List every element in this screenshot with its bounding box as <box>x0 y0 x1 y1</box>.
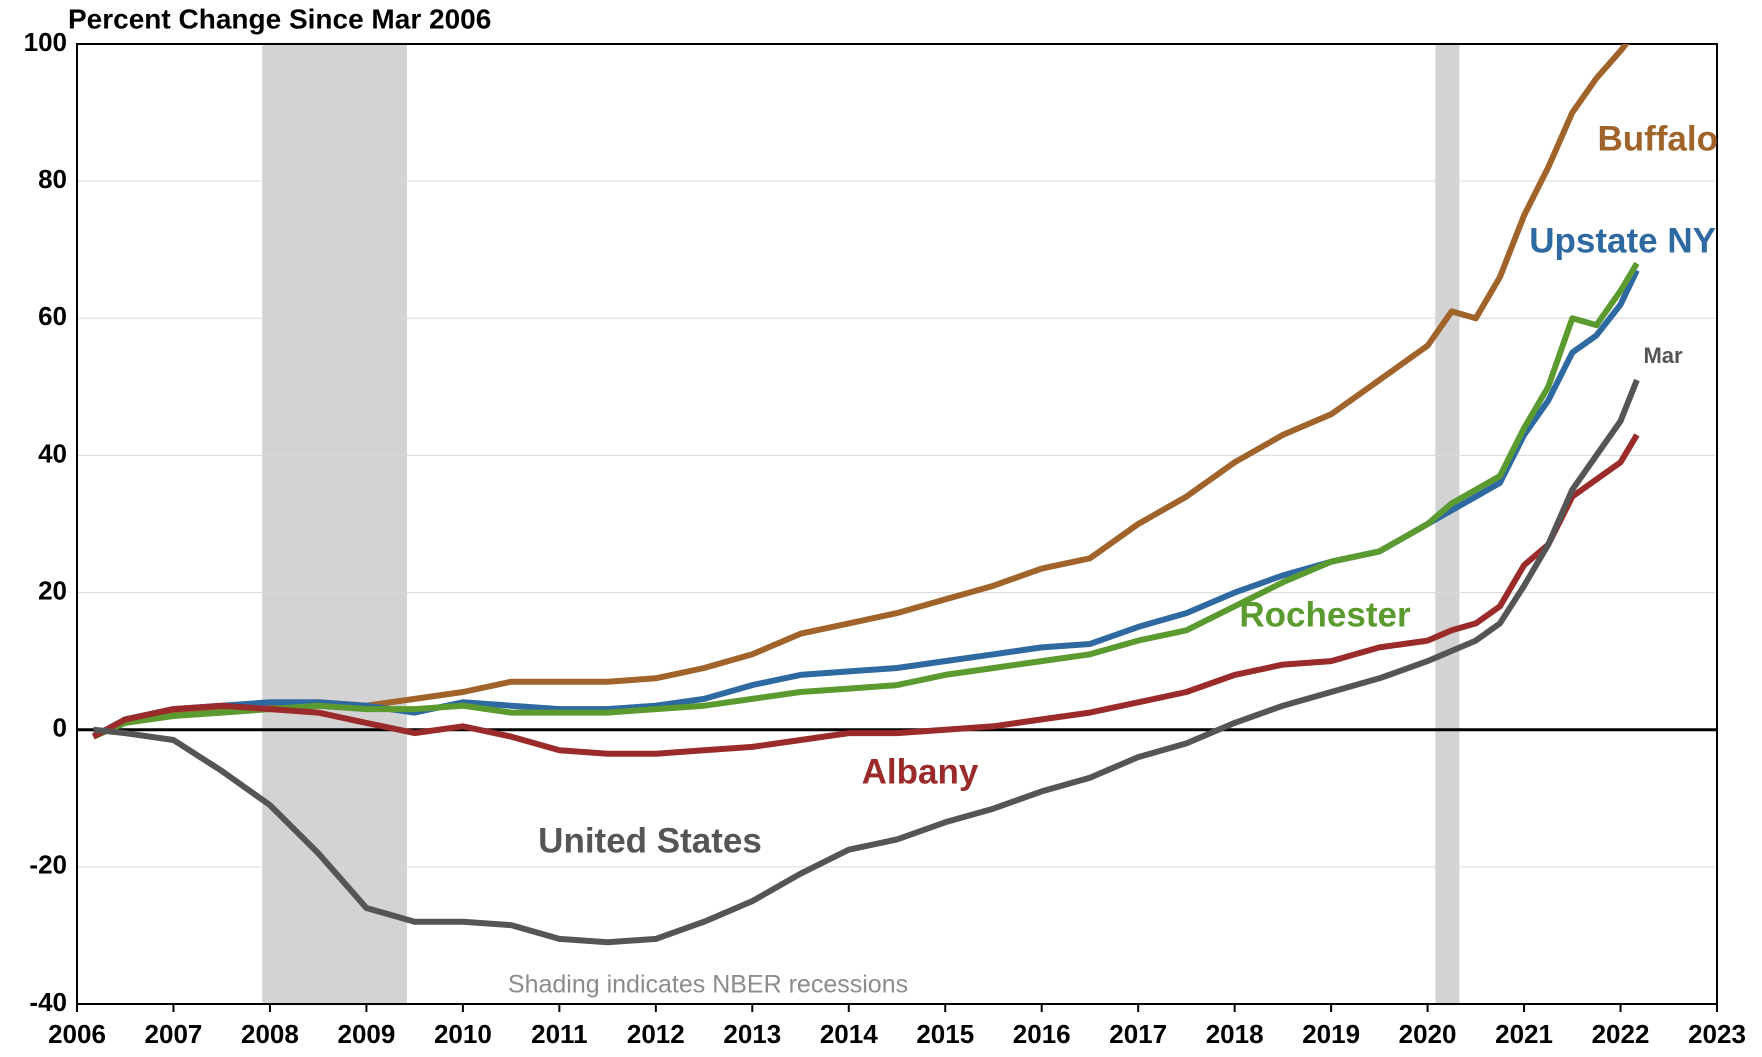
series-line <box>91 433 1640 757</box>
y-tick-label: 80 <box>38 164 67 194</box>
x-tick-label: 2013 <box>723 1019 781 1049</box>
y-tick-label: 0 <box>53 713 67 743</box>
x-tick-label: 2016 <box>1013 1019 1071 1049</box>
series-label: Upstate NY <box>1529 221 1716 260</box>
recession-shade <box>1435 44 1460 1004</box>
x-tick-label: 2017 <box>1109 1019 1167 1049</box>
x-tick-label: 2012 <box>627 1019 685 1049</box>
series-label: Albany <box>862 752 979 791</box>
y-tick-label: 40 <box>38 438 67 468</box>
series-line <box>93 378 1640 946</box>
plot-area <box>91 44 1640 946</box>
y-tick-label: 60 <box>38 301 67 331</box>
series-label: United States <box>538 821 762 860</box>
x-tick-label: 2008 <box>241 1019 299 1049</box>
y-tick-label: -40 <box>29 987 67 1017</box>
y-tick-label: 20 <box>38 575 67 605</box>
x-tick-label: 2022 <box>1592 1019 1650 1049</box>
end-note: Mar <box>1643 343 1683 368</box>
series-label: Rochester <box>1239 595 1411 634</box>
x-tick-label: 2006 <box>48 1019 106 1049</box>
x-tick-label: 2011 <box>531 1019 587 1049</box>
y-tick-label: -20 <box>29 850 67 880</box>
x-tick-label: 2010 <box>434 1019 492 1049</box>
recession-note: Shading indicates NBER recessions <box>508 971 908 999</box>
x-tick-label: 2007 <box>145 1019 203 1049</box>
series-line <box>92 261 1640 740</box>
x-tick-label: 2009 <box>337 1019 395 1049</box>
x-tick-label: 2023 <box>1688 1019 1746 1049</box>
y-tick-label: 100 <box>24 27 67 57</box>
recession-shade <box>262 44 407 1004</box>
x-tick-label: 2018 <box>1206 1019 1264 1049</box>
x-tick-label: 2014 <box>820 1019 878 1049</box>
series-label: Buffalo <box>1597 119 1718 158</box>
x-tick-label: 2021 <box>1495 1019 1553 1049</box>
plot-frame <box>76 43 1718 1005</box>
chart-title: Percent Change Since Mar 2006 <box>68 3 491 34</box>
x-tick-label: 2019 <box>1302 1019 1360 1049</box>
x-tick-label: 2020 <box>1399 1019 1457 1049</box>
x-tick-label: 2015 <box>916 1019 974 1049</box>
